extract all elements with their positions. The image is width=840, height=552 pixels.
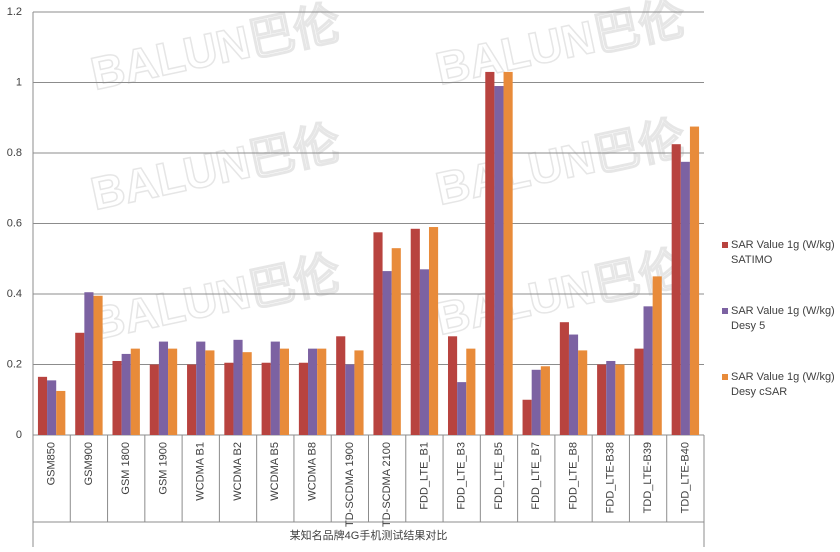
watermark: BALUN巴伦: [431, 111, 690, 215]
x-tick-label: FDD_LTE_B8: [567, 442, 579, 510]
x-tick-label: TD-SCDMA 1900: [344, 442, 356, 527]
bar: [531, 369, 541, 435]
x-tick-label: FDD_LTE_B5: [493, 442, 505, 510]
legend-label: SAR Value 1g (W/kg) SATIMO: [731, 239, 835, 266]
y-tick-label: 0: [16, 429, 22, 441]
bar: [447, 336, 458, 435]
x-tick-label: WCDMA B5: [269, 442, 281, 501]
legend-swatch: [722, 242, 728, 248]
x-tick-label: GSM 1900: [157, 442, 169, 495]
bar: [187, 364, 197, 435]
bar: [47, 380, 57, 435]
x-tick-label: GSM 1800: [120, 442, 132, 495]
x-tick-label: FDD_LTE_B7: [530, 442, 542, 510]
bar: [224, 362, 234, 435]
x-tick-label: FDD_LTE_B1: [418, 442, 430, 510]
bar: [689, 126, 700, 435]
bar: [168, 348, 178, 435]
x-tick-label: TDD_LTE-B39: [642, 442, 654, 513]
bar: [410, 228, 420, 435]
x-tick-label: FDD_LTE-B38: [605, 442, 617, 513]
bar: [149, 364, 159, 435]
bar: [242, 352, 252, 435]
bar: [261, 362, 271, 435]
x-tick-label: GSM850: [46, 442, 58, 485]
bar: [121, 353, 131, 435]
legend-entry: SAR Value 1g (W/kg) Desy 5: [718, 304, 838, 334]
bar: [158, 341, 169, 435]
bar: [56, 390, 66, 435]
legend-entry: SAR Value 1g (W/kg) Desy cSAR: [718, 370, 838, 400]
x-tick-label: WCDMA B1: [195, 442, 207, 501]
bar: [606, 360, 616, 435]
bar: [130, 348, 140, 435]
bar: [428, 227, 439, 435]
bar: [196, 341, 206, 435]
bar: [308, 348, 318, 435]
bar: [336, 336, 346, 435]
x-tick-label: GSM900: [83, 442, 95, 485]
bar: [597, 364, 607, 435]
legend-label: SAR Value 1g (W/kg) Desy cSAR: [731, 371, 835, 398]
bar: [270, 341, 280, 435]
bar: [373, 232, 383, 435]
watermark: BALUN巴伦: [86, 0, 345, 100]
bar: [671, 144, 681, 435]
bar: [559, 322, 569, 435]
bar: [540, 366, 550, 435]
y-tick-label: 1.2: [7, 6, 22, 18]
bar: [233, 339, 243, 435]
x-tick-label: TDD_LTE-B40: [679, 442, 691, 513]
x-axis-title: 某知名品牌4G手机测试结果对比: [290, 528, 448, 542]
bar: [578, 350, 588, 435]
bar: [634, 348, 644, 435]
legend-swatch: [722, 308, 728, 314]
x-tick-label: WCDMA B2: [232, 442, 244, 501]
bar: [503, 71, 513, 436]
legend-entry: SAR Value 1g (W/kg) SATIMO: [718, 238, 838, 268]
y-tick-label: 1: [16, 76, 22, 88]
bar: [457, 382, 467, 435]
x-tick-label: FDD_LTE_B3: [456, 442, 468, 510]
bar: [652, 276, 662, 435]
bar: [354, 350, 364, 435]
bar: [112, 360, 122, 435]
bar: [279, 348, 290, 435]
bar: [93, 295, 103, 435]
bar: [84, 292, 94, 435]
x-tick-label: WCDMA B8: [306, 442, 318, 501]
bar: [466, 348, 476, 435]
bar: [382, 271, 392, 435]
bar: [615, 364, 625, 435]
watermark: BALUN巴伦: [86, 116, 345, 220]
bar: [680, 161, 690, 435]
bar: [643, 306, 653, 435]
y-tick-label: 0.4: [7, 288, 22, 300]
bar: [485, 71, 495, 436]
x-tick-label: TD-SCDMA 2100: [381, 442, 393, 527]
bar: [568, 334, 579, 435]
bar: [419, 269, 429, 435]
bar: [391, 248, 401, 435]
watermark: BALUN巴伦: [431, 0, 690, 95]
bar: [298, 362, 309, 435]
y-tick-label: 0.2: [7, 358, 22, 370]
bar: [345, 364, 355, 435]
bar: [494, 86, 504, 436]
bar: [317, 348, 327, 435]
y-tick-label: 0.8: [7, 147, 22, 159]
y-tick-label: 0.6: [7, 217, 22, 229]
bar: [37, 376, 48, 435]
bar: [75, 332, 85, 435]
legend-swatch: [722, 374, 728, 380]
legend-label: SAR Value 1g (W/kg) Desy 5: [731, 305, 835, 332]
bar: [205, 350, 215, 435]
watermark: BALUN巴伦: [86, 246, 345, 350]
bar: [522, 399, 532, 435]
